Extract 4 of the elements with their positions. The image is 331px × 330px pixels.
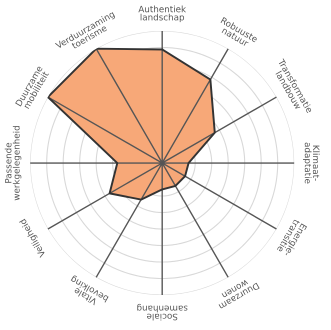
spoke-label: Passende werkgelegenheid — [4, 126, 22, 200]
spoke-label: Authentiek landschap — [138, 6, 186, 22]
spoke-label: Sociale samenhang — [137, 304, 188, 320]
spoke-label: Klimaat- adaptatie — [303, 142, 320, 184]
